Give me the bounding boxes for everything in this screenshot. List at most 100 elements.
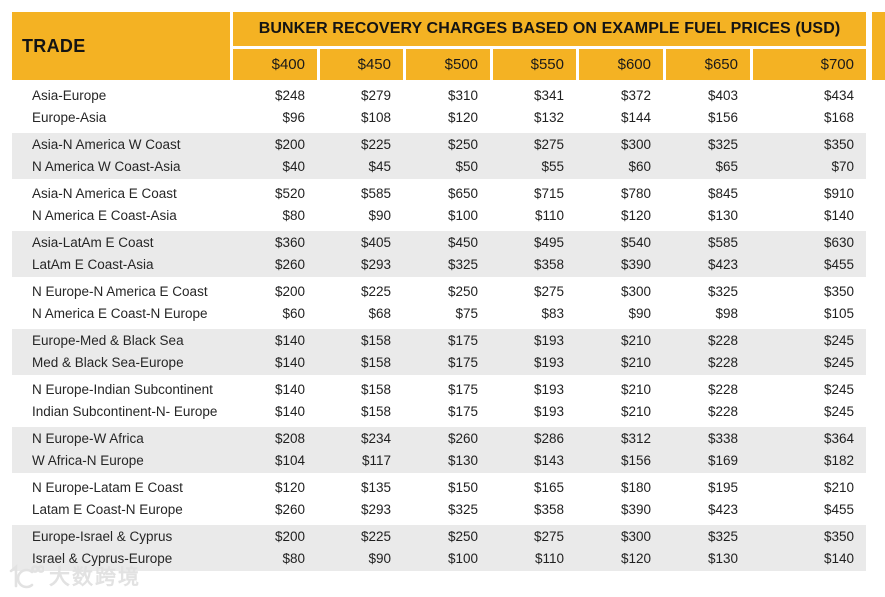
charge-value: $364 [823,431,854,446]
trade-group: Europe-Med & Black Sea $140 $158 $175 $193 $2… [12,329,866,375]
charge-value: $140 [823,551,854,566]
price-column-header: $450 [317,46,403,80]
charge-value: $175 [447,382,478,397]
trade-route-label: N America W Coast-Asia [32,159,181,174]
charge-value: $495 [533,235,564,250]
watermark-logo-icon [8,563,44,589]
trade-route-label: Europe-Med & Black Sea [32,333,184,348]
charge-value: $350 [823,529,854,544]
trade-route-label: N Europe-W Africa [32,431,144,446]
trade-route-label: Asia-Europe [32,88,107,103]
charge-value: $135 [360,480,391,495]
charge-value: $245 [823,404,854,419]
table-row: Asia-N America E Coast $520 $585 $650 $715 $7… [12,183,866,205]
charge-value: $169 [707,453,738,468]
charge-value: $195 [707,480,738,495]
charge-value: $150 [447,480,478,495]
charge-value: $248 [274,88,305,103]
charge-value: $60 [628,159,651,174]
header-edge-strip [872,12,885,80]
charge-value: $275 [533,529,564,544]
charge-value: $520 [274,186,305,201]
charge-value: $45 [368,159,391,174]
charge-value: $117 [361,453,391,468]
charge-value: $225 [360,137,391,152]
charge-value: $208 [274,431,305,446]
charge-value: $585 [360,186,391,201]
charge-value: $225 [360,529,391,544]
charge-value: $100 [447,551,478,566]
charge-value: $193 [533,382,564,397]
charge-value: $228 [707,355,738,370]
trade-group: N Europe-Indian Subcontinent $140 $158 $175… [12,378,866,424]
charge-value: $250 [447,529,478,544]
trade-route-label: W Africa-N Europe [32,453,144,468]
charge-value: $200 [274,284,305,299]
charge-value: $228 [707,382,738,397]
table-row: Latam E Coast-N Europe $260 $293 $325 $358 $3… [12,499,866,521]
price-column-header: $550 [490,46,576,80]
charge-value: $105 [823,306,854,321]
charge-value: $110 [534,551,564,566]
charge-value: $120 [620,551,651,566]
charge-value: $210 [620,355,651,370]
charge-value: $60 [282,306,305,321]
trade-group: Asia-N America E Coast $520 $585 $650 $715 $7… [12,182,866,228]
charge-value: $70 [831,159,854,174]
charge-value: $293 [360,502,391,517]
charge-value: $250 [447,137,478,152]
table-title: BUNKER RECOVERY CHARGES BASED ON EXAMPLE… [230,12,866,46]
charge-value: $225 [360,284,391,299]
charge-value: $360 [274,235,305,250]
charge-value: $403 [707,88,738,103]
charge-value: $455 [823,257,854,272]
charge-value: $300 [620,529,651,544]
charge-value: $144 [620,110,651,125]
trade-route-label: N America E Coast-N Europe [32,306,208,321]
table-row: Europe-Asia $96 $108 $120 $132 $144 $156 $168 [12,107,866,129]
charge-value: $90 [368,551,391,566]
charge-value: $325 [707,284,738,299]
charge-value: $405 [360,235,391,250]
trade-route-label: Europe-Asia [32,110,107,125]
charge-value: $260 [274,257,305,272]
trade-route-label: N Europe-Indian Subcontinent [32,382,213,397]
charge-value: $300 [620,284,651,299]
charge-value: $75 [455,306,478,321]
charge-value: $180 [620,480,651,495]
charge-value: $228 [707,404,738,419]
table-row: N Europe-N America E Coast $200 $225 $250 $2… [12,281,866,303]
charge-value: $130 [447,453,478,468]
charge-value: $165 [533,480,564,495]
trade-group: N Europe-Latam E Coast $120 $135 $150 $165 $1… [12,476,866,522]
table-header: TRADE BUNKER RECOVERY CHARGES BASED ON E… [12,12,866,80]
charge-value: $434 [823,88,854,103]
charge-value: $175 [447,333,478,348]
trade-group: Asia-Europe $248 $279 $310 $341 $372 $403 $434 E… [12,84,866,130]
charge-value: $260 [274,502,305,517]
table-body: Asia-Europe $248 $279 $310 $341 $372 $403 $434 E… [12,84,866,571]
charge-value: $182 [823,453,854,468]
charge-value: $83 [541,306,564,321]
charge-value: $630 [823,235,854,250]
charge-value: $228 [707,333,738,348]
charge-value: $130 [707,208,738,223]
table-row: N America E Coast-N Europe $60 $68 $75 $83 $9… [12,303,866,325]
charge-value: $98 [715,306,738,321]
trade-route-label: Israel & Cyprus-Europe [32,551,173,566]
charge-value: $200 [274,137,305,152]
trade-route-label: Latam E Coast-N Europe [32,502,183,517]
table-row: Israel & Cyprus-Europe $80 $90 $100 $110 $120… [12,548,866,570]
table-row: LatAm E Coast-Asia $260 $293 $325 $358 $390 $4… [12,254,866,276]
charge-value: $90 [368,208,391,223]
charge-value: $120 [447,110,478,125]
trade-group: N Europe-W Africa $208 $234 $260 $286 $312 $33… [12,427,866,473]
charge-value: $156 [620,453,651,468]
charge-value: $325 [447,257,478,272]
table-row: N Europe-Latam E Coast $120 $135 $150 $165 $1… [12,477,866,499]
charge-value: $108 [360,110,391,125]
charge-value: $110 [534,208,564,223]
trade-route-label: LatAm E Coast-Asia [32,257,154,272]
charge-value: $293 [360,257,391,272]
charge-value: $55 [541,159,564,174]
